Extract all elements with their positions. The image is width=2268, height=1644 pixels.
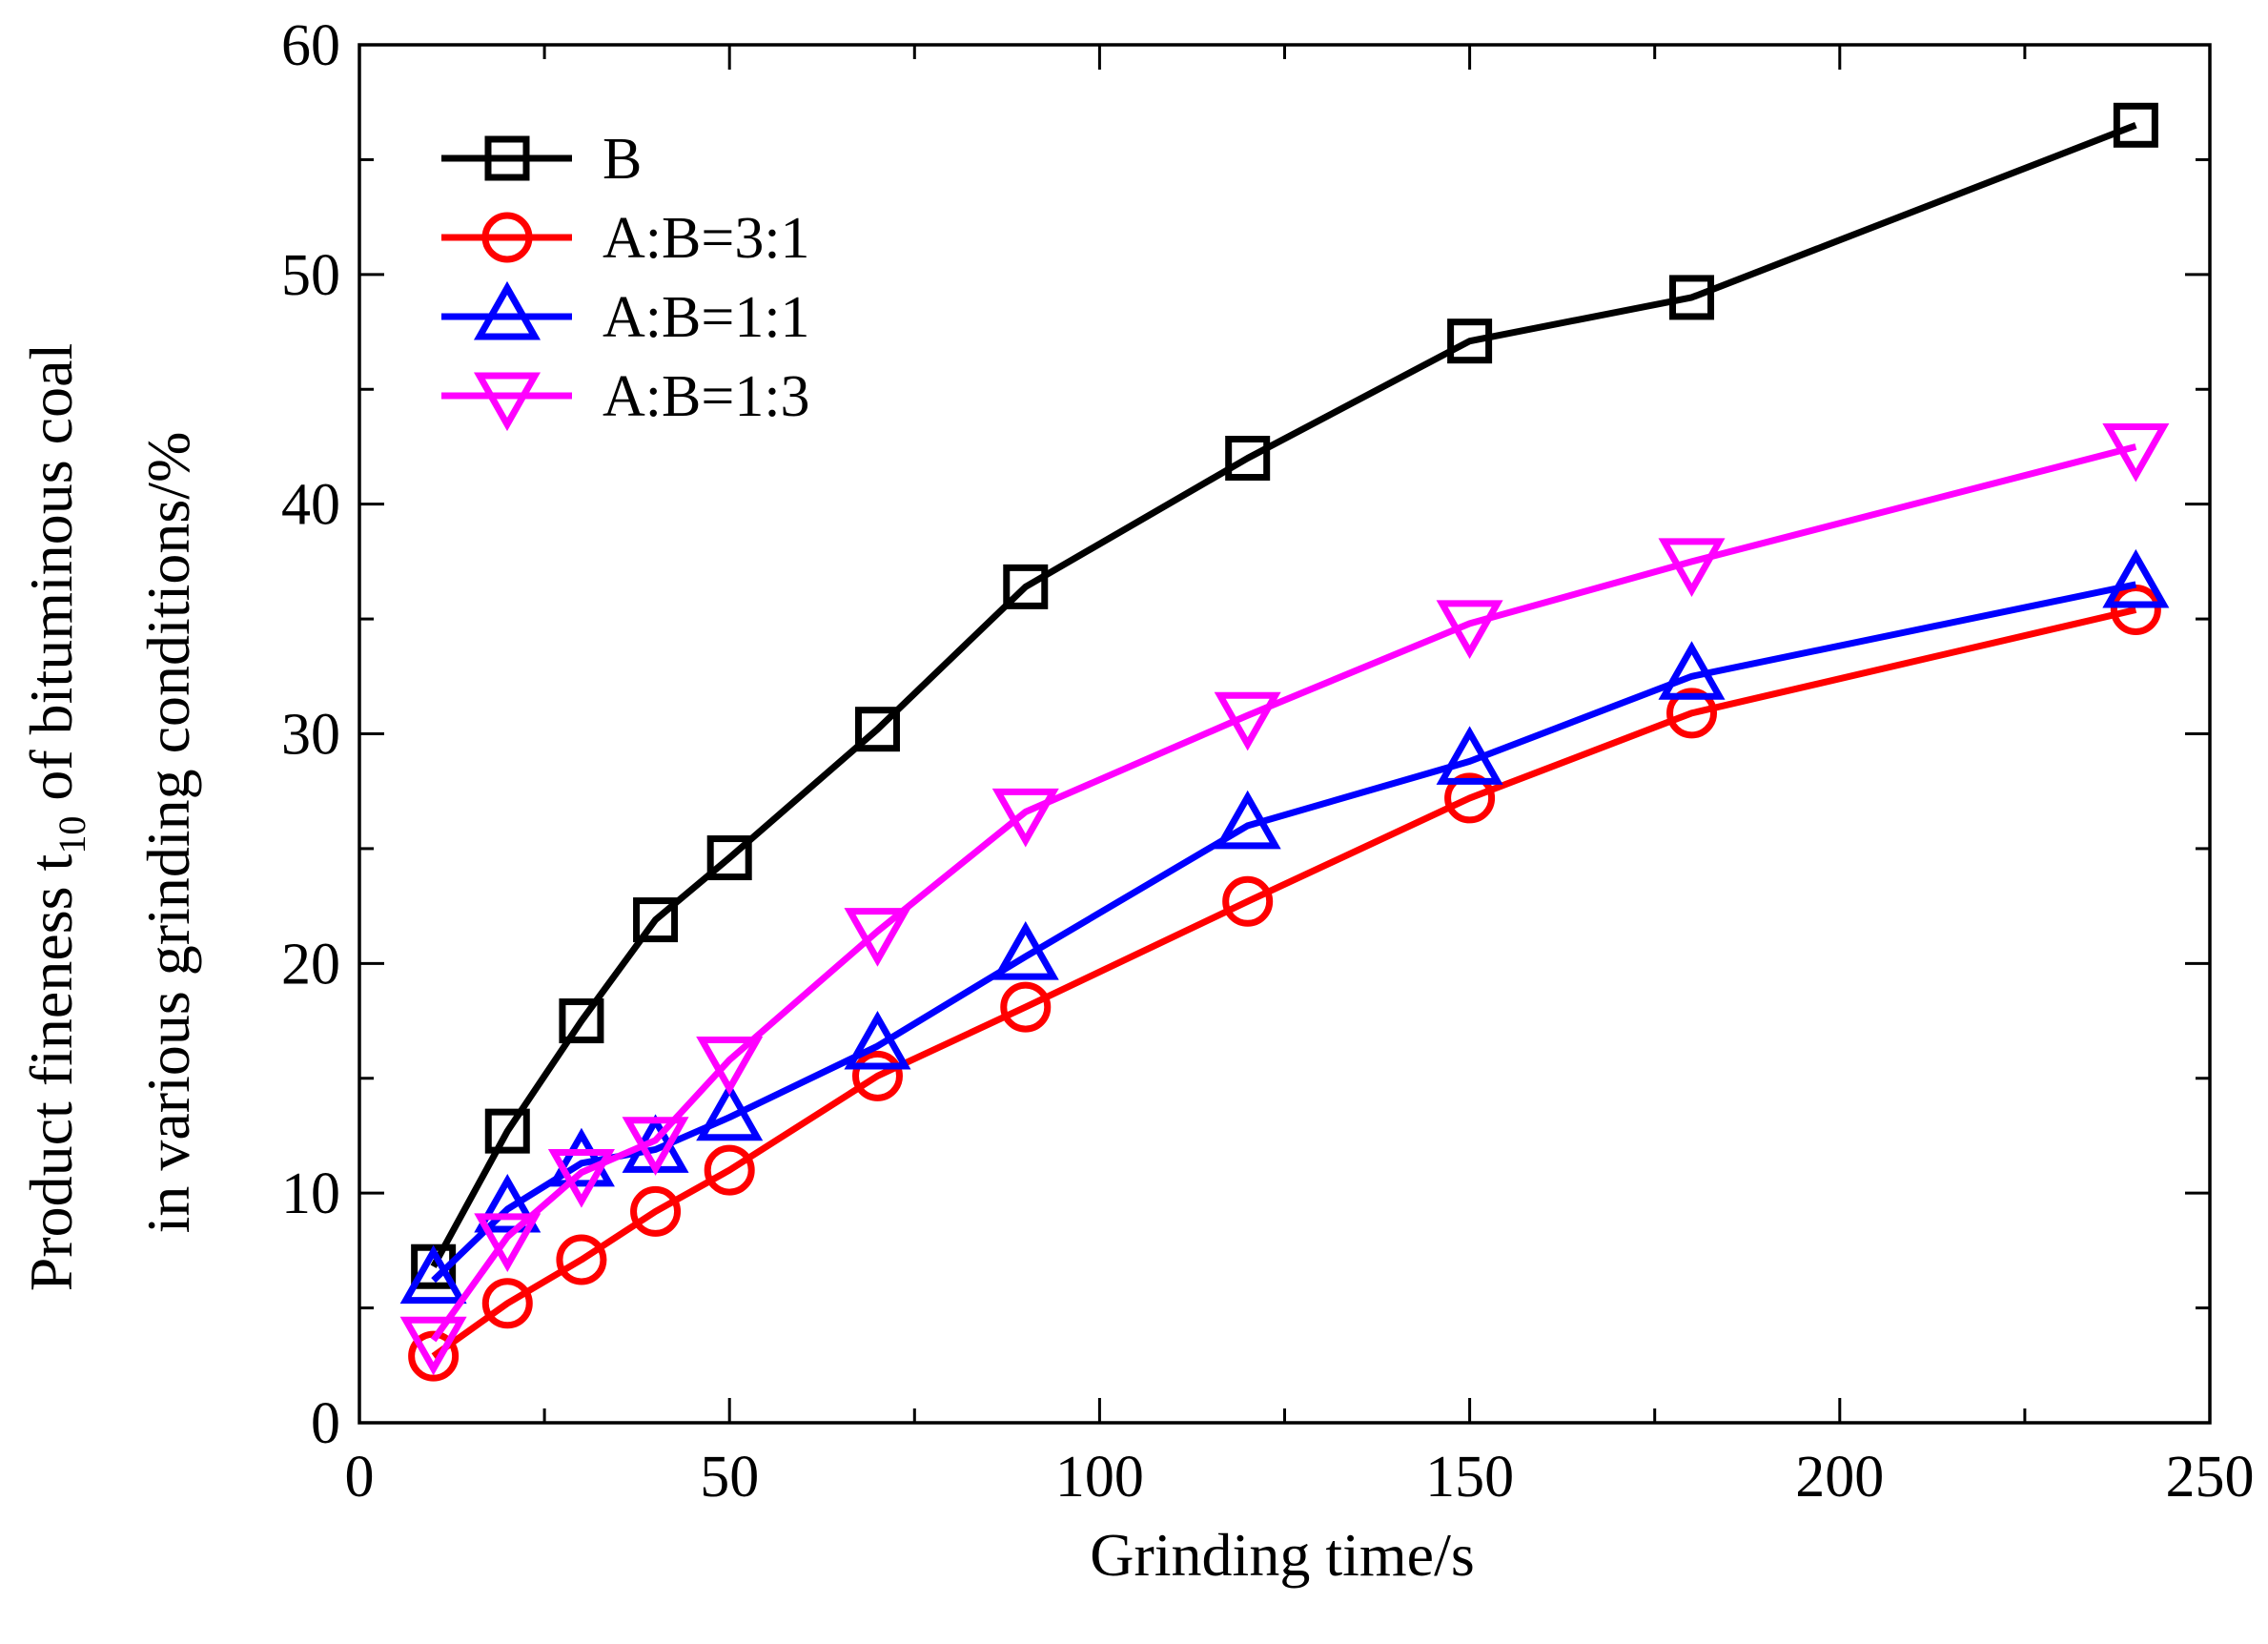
data-point [556, 1234, 607, 1285]
y-tick-label: 60 [281, 13, 340, 78]
y-axis-title-subscript: 10 [51, 816, 93, 854]
data-point [844, 1010, 911, 1070]
y-tick-label: 40 [281, 473, 340, 538]
x-axis-title: Grinding time/s [1090, 1521, 1475, 1589]
data-point [706, 835, 752, 881]
data-point [484, 1108, 530, 1154]
y-axis-title-pre: Product fineness t [17, 853, 85, 1291]
legend-item: A:B=1:1 [441, 280, 810, 350]
series-layer [399, 102, 2170, 1382]
legend-label: B [603, 127, 642, 192]
data-point [2113, 102, 2158, 148]
y-tick-label: 0 [311, 1391, 340, 1456]
data-point [1214, 790, 1281, 850]
data-point [1225, 436, 1271, 481]
data-point [547, 1127, 615, 1187]
data-point [844, 908, 911, 967]
x-tick-label: 250 [2166, 1445, 2255, 1510]
data-point [399, 1244, 467, 1305]
legend-item: A:B=3:1 [441, 206, 810, 271]
legend-item: B [441, 127, 642, 192]
data-point [1658, 641, 1726, 700]
series-0 [411, 102, 2158, 1289]
x-tick-label: 200 [1795, 1445, 1884, 1510]
legend-marker [473, 280, 541, 340]
legend-marker [484, 135, 530, 181]
data-point [991, 788, 1059, 848]
data-point [2102, 422, 2170, 483]
data-point [1658, 538, 1726, 597]
series-line [430, 443, 2137, 1343]
y-axis-title-line2: in various grinding conditions/% [134, 432, 202, 1234]
data-point [1000, 981, 1052, 1033]
y-tick-label: 20 [281, 932, 340, 997]
y-tick-label: 30 [281, 703, 340, 768]
legend-marker [481, 212, 533, 263]
data-point [547, 1148, 615, 1208]
data-point [481, 1278, 533, 1329]
x-tick-label: 50 [700, 1445, 759, 1510]
y-axis-title-post: of bituminous coal [17, 343, 85, 816]
data-point [1214, 691, 1281, 751]
data-point [1436, 600, 1503, 659]
series-1 [408, 584, 2161, 1382]
data-point [1447, 319, 1493, 364]
y-tick-label: 10 [281, 1161, 340, 1226]
data-point [704, 1144, 755, 1196]
legend-item: A:B=1:3 [441, 364, 810, 432]
data-point [1666, 688, 1718, 739]
data-point [633, 897, 679, 943]
y-axis-title-line1: Product fineness t10 of bituminous coal [17, 343, 93, 1292]
legend-marker [473, 372, 541, 432]
legend: B A:B=3:1 A:B=1:1 A:B=1:3 [441, 127, 810, 432]
legend-label: A:B=3:1 [603, 206, 810, 271]
series-3 [399, 422, 2170, 1376]
data-point [474, 1213, 541, 1273]
y-tick-label: 50 [281, 243, 340, 308]
x-tick-label: 100 [1055, 1445, 1144, 1510]
series-line [431, 606, 2137, 1360]
data-point [622, 1117, 689, 1176]
data-point [696, 1036, 764, 1096]
data-point [1436, 726, 1503, 785]
data-point [630, 1185, 682, 1237]
data-point [559, 998, 604, 1044]
data-point [696, 1081, 764, 1141]
data-point [991, 921, 1059, 980]
axes-layer: 0 50 100 150 200 250 0 10 20 30 40 50 60 [281, 13, 2255, 1510]
data-point [854, 707, 900, 752]
series-line [430, 122, 2137, 1268]
data-point [1444, 772, 1496, 824]
data-point [2102, 548, 2170, 608]
x-tick-label: 0 [345, 1445, 375, 1510]
legend-label: A:B=1:1 [603, 285, 810, 350]
data-point [851, 1050, 903, 1101]
data-point [408, 1330, 460, 1382]
x-tick-label: 150 [1425, 1445, 1514, 1510]
data-point [1222, 875, 1274, 927]
data-point [399, 1316, 467, 1376]
data-point [1003, 564, 1049, 609]
data-point [1669, 275, 1715, 320]
legend-label: A:B=1:3 [603, 364, 810, 429]
data-point [474, 1173, 541, 1233]
